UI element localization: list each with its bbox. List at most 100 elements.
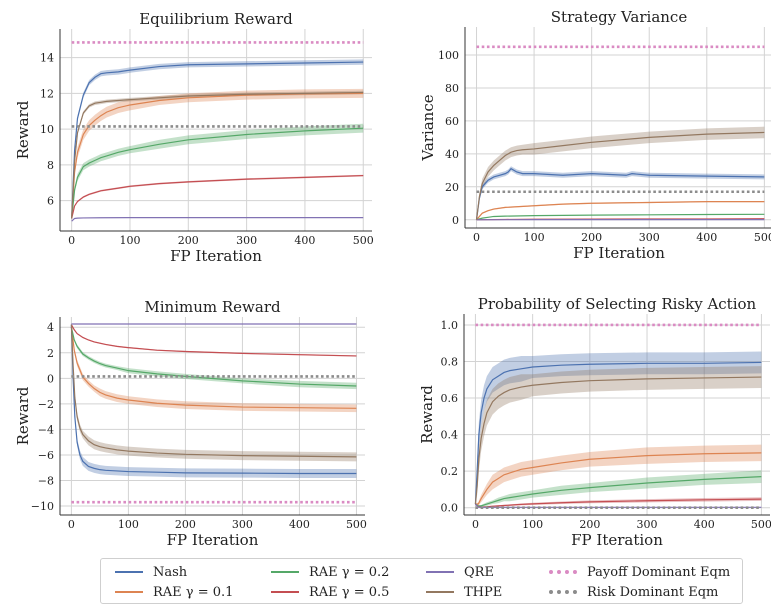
panel-2-title: Strategy Variance xyxy=(551,8,688,26)
panel-4-xtick-label: 500 xyxy=(751,518,771,531)
panel-2-series-rae-0-1 xyxy=(476,201,765,221)
panel-4-xtick-label: 200 xyxy=(579,518,600,531)
panel-2-xtick-label: 500 xyxy=(754,231,771,244)
panel-3-title: Minimum Reward xyxy=(144,298,281,316)
legend-item-thpe: THPE xyxy=(426,583,502,601)
panel-4-title: Probability of Selecting Risky Action xyxy=(478,295,757,313)
panel-4-ytick-label: 0.0 xyxy=(441,502,459,515)
panel-4-band-thpe xyxy=(475,366,762,506)
panel-3-ytick-label: −10 xyxy=(31,500,54,513)
legend-swatch-payoff-dominant xyxy=(549,570,577,574)
panel-3-xtick-label: 100 xyxy=(118,518,139,531)
panel-3-xlabel: FP Iteration xyxy=(167,531,259,549)
panel-3-xtick-label: 300 xyxy=(232,518,253,531)
panel-1-series-rae-0-2 xyxy=(71,127,364,219)
panel-4-xtick-label: 300 xyxy=(637,518,658,531)
panel-1-ytick-label: 8 xyxy=(47,159,54,172)
panel-3-series-rae-0-1 xyxy=(70,327,357,409)
panel-2-xtick-label: 300 xyxy=(639,231,660,244)
legend-label-rae-01: RAE γ = 0.1 xyxy=(153,584,234,600)
panel-2-series-thpe xyxy=(475,131,765,220)
panel-4-band-rae-0-1 xyxy=(475,444,762,506)
panel-3-plot-area xyxy=(60,317,365,515)
panel-3-ylabel: Reward xyxy=(14,386,32,445)
panel-2-band-nash xyxy=(476,166,765,220)
legend-label-rae-05: RAE γ = 0.5 xyxy=(309,584,390,600)
panel-3-series-thpe xyxy=(70,324,357,458)
panel-1-series-rae-0-5 xyxy=(71,174,364,219)
panel-3-xtick-label: 400 xyxy=(289,518,310,531)
panel-2-band-thpe xyxy=(476,126,765,220)
panel-1-ytick-label: 14 xyxy=(40,52,54,65)
panel-4-xtick-label: 0 xyxy=(472,518,479,531)
legend-item-qre: QRE xyxy=(426,563,494,581)
panel-4-xtick-label: 100 xyxy=(522,518,543,531)
legend: Nash RAE γ = 0.1 RAE γ = 0.2 RAE γ = 0.5… xyxy=(100,558,743,604)
panel-2-plot-area xyxy=(465,27,771,228)
panel-2-series-rae-0-2 xyxy=(476,213,765,221)
panel-1-xtick-label: 200 xyxy=(178,234,199,247)
legend-swatch-qre xyxy=(426,571,454,573)
panel-1-xlabel: FP Iteration xyxy=(170,247,262,265)
panel-4-ytick-label: 0.4 xyxy=(441,429,459,442)
panel-1-band-thpe xyxy=(71,90,364,221)
panel-1-xtick-label: 500 xyxy=(353,234,374,247)
panel-2-ytick-label: 20 xyxy=(445,181,459,194)
panel-4-ytick-label: 1.0 xyxy=(441,319,459,332)
panel-1-xtick-label: 400 xyxy=(294,234,315,247)
panel-3-series-rae-0-2 xyxy=(70,327,357,387)
panel-4-xlabel: FP Iteration xyxy=(571,531,663,549)
legend-label-nash: Nash xyxy=(153,564,188,580)
panel-4-ytick-label: 0.8 xyxy=(441,356,459,369)
panel-2-ytick-label: 100 xyxy=(438,49,459,62)
panel-4-plot-area xyxy=(464,314,770,515)
legend-item-rae-01: RAE γ = 0.1 xyxy=(115,583,233,601)
panel-2-ytick-label: 0 xyxy=(452,214,459,227)
legend-label-rae-02: RAE γ = 0.2 xyxy=(309,564,390,580)
panel-3-series-nash xyxy=(70,324,357,475)
panel-1-band-nash xyxy=(71,59,364,221)
legend-item-rae-05: RAE γ = 0.5 xyxy=(271,583,389,601)
legend-label-thpe: THPE xyxy=(464,584,503,600)
legend-swatch-thpe xyxy=(426,591,454,593)
panel-4-series-thpe xyxy=(474,376,762,505)
legend-label-payoff-dominant: Payoff Dominant Eqm xyxy=(587,564,731,580)
panel-1-title: Equilibrium Reward xyxy=(139,10,293,28)
panel-2-xtick-label: 200 xyxy=(581,231,602,244)
panel-1-xtick-label: 300 xyxy=(236,234,257,247)
panel-4-ytick-label: 0.6 xyxy=(441,392,459,405)
panel-3-ytick-label: 4 xyxy=(47,321,54,334)
panel-3-band-thpe xyxy=(71,324,357,462)
legend-swatch-rae-02 xyxy=(271,571,299,573)
panel-3-ytick-label: −8 xyxy=(38,475,54,488)
panel-2-xlabel: FP Iteration xyxy=(573,244,665,262)
panel-4-ytick-label: 0.2 xyxy=(441,465,459,478)
panel-1-ytick-label: 6 xyxy=(47,195,54,208)
panel-3-xtick-label: 500 xyxy=(346,518,367,531)
legend-item-payoff-dominant: Payoff Dominant Eqm xyxy=(549,563,730,581)
panel-1-ytick-label: 12 xyxy=(40,87,54,100)
panel-3-ytick-label: 0 xyxy=(47,372,54,385)
legend-item-nash: Nash xyxy=(115,563,187,581)
panel-2-ytick-label: 60 xyxy=(445,115,459,128)
panel-1-ylabel: Reward xyxy=(14,100,32,159)
panel-3-ytick-label: −6 xyxy=(38,449,54,462)
panel-4-series-rae-0-1 xyxy=(475,452,762,505)
panel-2-series-nash xyxy=(475,167,765,220)
panel-2-xtick-label: 0 xyxy=(473,231,480,244)
legend-label-qre: QRE xyxy=(464,564,494,580)
panel-1-xtick-label: 100 xyxy=(119,234,140,247)
panel-4-xtick-label: 400 xyxy=(694,518,715,531)
legend-label-risk-dominant: Risk Dominant Eqm xyxy=(587,584,719,600)
panel-3-xtick-label: 0 xyxy=(68,518,75,531)
panel-1-band-rae-0-2 xyxy=(71,123,364,221)
panel-3-xtick-label: 200 xyxy=(175,518,196,531)
panel-2-ytick-label: 40 xyxy=(445,148,459,161)
legend-swatch-rae-01 xyxy=(115,591,143,593)
panel-1-series-rae-0-1 xyxy=(71,92,364,219)
legend-swatch-risk-dominant xyxy=(549,590,577,594)
panel-3-ytick-label: −2 xyxy=(38,398,54,411)
panel-1-xtick-label: 0 xyxy=(68,234,75,247)
